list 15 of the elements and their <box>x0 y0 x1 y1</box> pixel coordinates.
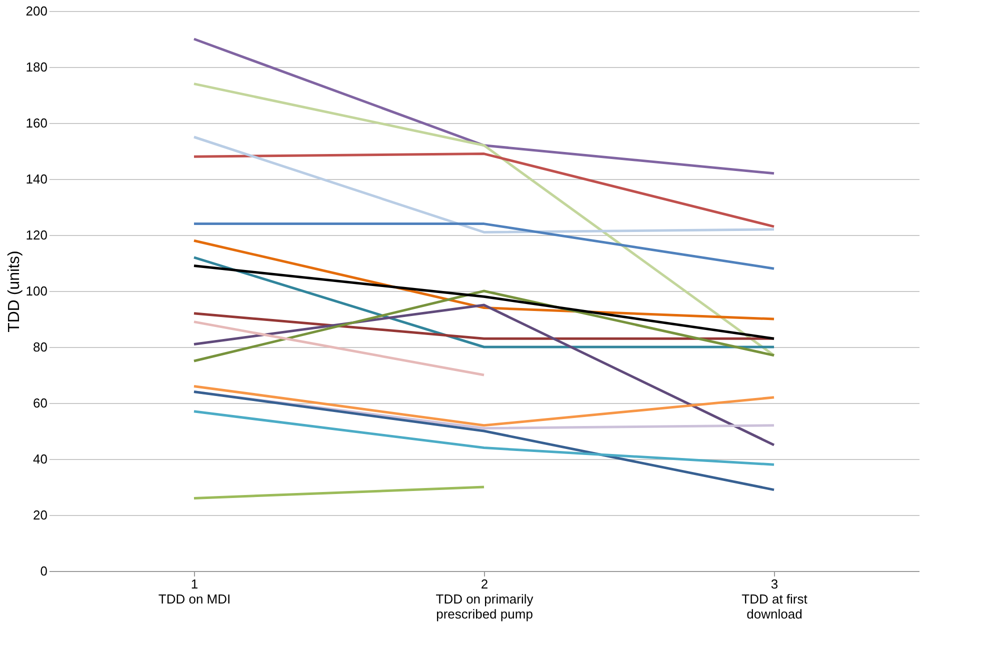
y-tick-label: 160 <box>26 116 48 130</box>
y-axis-title: TDD (units) <box>6 250 23 332</box>
y-tick-label: 40 <box>33 452 48 466</box>
y-tick-label: 60 <box>33 396 48 410</box>
x-tick-label: 3 TDD at first download <box>742 576 808 622</box>
y-tick-label: 80 <box>33 340 48 354</box>
y-tick-label: 120 <box>26 228 48 242</box>
y-tick-label: 180 <box>26 60 48 74</box>
x-tick-label: 2 TDD on primarily prescribed pump <box>436 576 534 622</box>
y-tick-label: 100 <box>26 284 48 298</box>
y-tick-label: 0 <box>40 564 48 578</box>
x-tick-label: 1 TDD on MDI <box>158 576 231 606</box>
y-tick-label: 200 <box>26 4 48 18</box>
y-tick-label: 20 <box>33 508 48 522</box>
y-tick-label: 140 <box>26 172 48 186</box>
